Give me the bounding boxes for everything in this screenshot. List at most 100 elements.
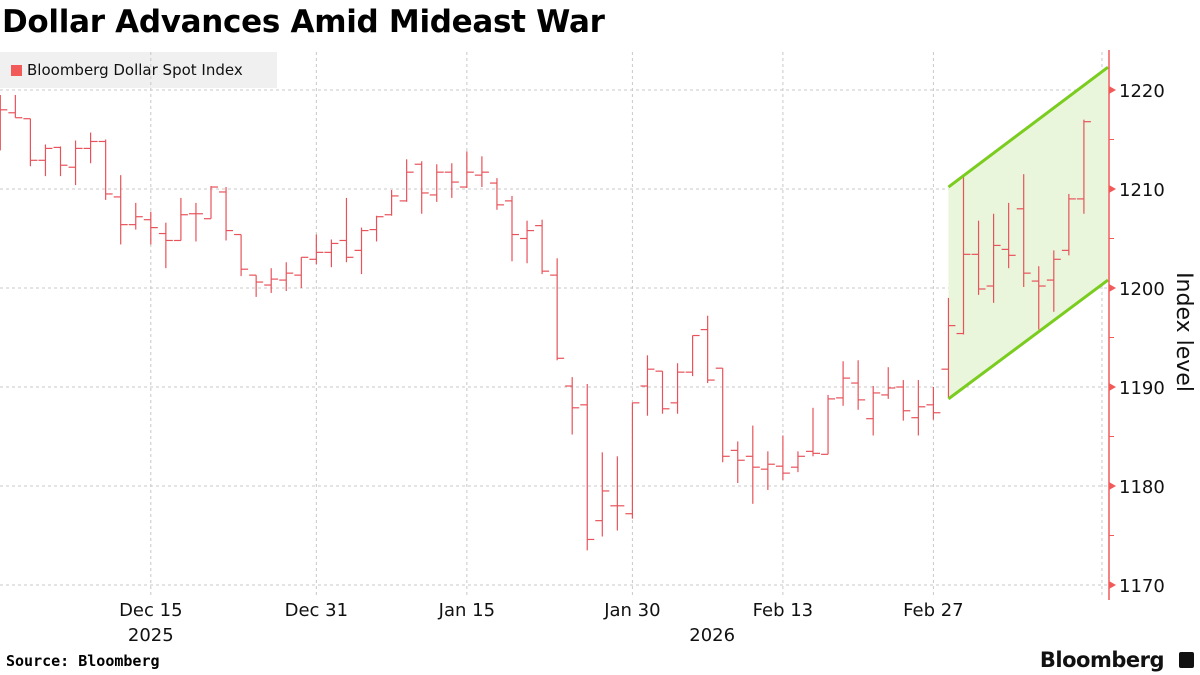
ohlc-bar <box>866 386 881 436</box>
ohlc-bar <box>836 361 851 406</box>
ohlc-bar <box>204 186 218 220</box>
y-tick-label: 1190 <box>1119 378 1165 399</box>
ohlc-bar <box>670 363 685 414</box>
y-axis-label: Index level <box>1171 272 1196 392</box>
ohlc-bar <box>730 441 745 484</box>
ohlc-bar <box>1001 202 1016 269</box>
ohlc-bar <box>685 334 700 377</box>
y-tick-label: 1200 <box>1119 279 1165 300</box>
ohlc-bar <box>700 315 715 384</box>
y-tick-marker <box>1109 581 1116 589</box>
ohlc-bar <box>610 456 625 531</box>
ohlc-bar <box>1061 193 1076 256</box>
ohlc-bar <box>83 132 98 164</box>
y-tick-label: 1220 <box>1119 81 1165 102</box>
source-note: Source: Bloomberg <box>6 652 160 670</box>
legend-swatch <box>11 64 22 76</box>
ohlc-bar <box>790 451 805 473</box>
ohlc-bar <box>881 367 896 399</box>
y-tick-marker <box>1109 86 1116 94</box>
x-tick-label: Dec 31 <box>285 600 348 621</box>
x-tick-label: Dec 15 <box>119 600 182 621</box>
ohlc-bar <box>941 297 956 398</box>
ohlc-bar <box>775 435 790 481</box>
ohlc-bar <box>1016 174 1031 288</box>
ohlc-bar <box>324 239 339 268</box>
ohlc-bar <box>926 387 941 420</box>
ohlc-bar <box>143 211 158 245</box>
ohlc-bar <box>128 202 143 230</box>
ohlc-bar <box>580 384 595 551</box>
ohlc-bar <box>1046 250 1061 312</box>
y-tick-label: 1210 <box>1119 180 1165 201</box>
ohlc-bar <box>38 144 53 177</box>
ohlc-bar <box>505 195 519 262</box>
ohlc-bar <box>640 355 655 416</box>
ohlc-bar <box>535 219 550 275</box>
ohlc-bar <box>173 197 188 242</box>
ohlc-bar <box>655 370 670 414</box>
ohlc-bar <box>459 151 474 189</box>
ohlc-bar <box>339 197 354 263</box>
ohlc-bar <box>715 367 730 463</box>
ohlc-bar <box>68 140 83 186</box>
ohlc-bar <box>474 156 489 188</box>
y-tick-marker <box>1109 284 1116 292</box>
x-tick-label: Jan 30 <box>603 600 660 621</box>
ohlc-bar <box>429 164 444 202</box>
ohlc-bar <box>188 202 203 242</box>
ohlc-bar <box>279 262 294 291</box>
ohlc-bar <box>53 146 68 177</box>
ohlc-bar <box>956 177 971 335</box>
ohlc-bar <box>0 94 8 151</box>
ohlc-bar <box>986 213 1001 303</box>
channel-lower-line <box>947 278 1109 401</box>
ohlc-bar <box>384 189 399 216</box>
y-tick-marker <box>1109 383 1116 391</box>
x-tick-label: Jan 15 <box>438 600 495 621</box>
channel-fill <box>948 67 1108 399</box>
ohlc-bar <box>760 451 775 490</box>
y-tick-label: 1170 <box>1119 576 1165 597</box>
y-tick-label: 1180 <box>1119 477 1165 498</box>
ohlc-bar <box>745 425 760 504</box>
channel-upper-line <box>947 66 1109 189</box>
ohlc-bar <box>8 94 23 119</box>
ohlc-bar <box>971 220 986 295</box>
ohlc-bar <box>595 452 610 537</box>
ohlc-bar <box>98 139 113 200</box>
ohlc-bar <box>896 380 911 421</box>
ohlc-bar <box>249 274 264 297</box>
ohlc-bar <box>113 175 128 245</box>
ohlc-bar <box>369 215 384 242</box>
ohlc-bar <box>444 163 459 198</box>
legend: Bloomberg Dollar Spot Index <box>0 52 277 88</box>
ohlc-bar <box>625 402 640 519</box>
ohlc-bar <box>550 258 565 361</box>
legend-label: Bloomberg Dollar Spot Index <box>27 61 243 79</box>
ohlc-bar <box>219 187 234 241</box>
x-tick-label: Feb 27 <box>903 600 964 621</box>
y-tick-marker <box>1109 482 1116 490</box>
ohlc-bar <box>821 394 836 455</box>
ohlc-bar <box>23 118 38 167</box>
x-year-label: 2026 <box>689 625 735 646</box>
ohlc-bar <box>399 159 414 202</box>
chart-title: Dollar Advances Amid Mideast War <box>2 4 605 40</box>
ohlc-bar <box>1076 119 1091 214</box>
ohlc-bar <box>851 360 866 410</box>
y-tick-marker <box>1109 185 1116 193</box>
ohlc-bar <box>565 377 580 435</box>
ohlc-bar <box>354 227 369 275</box>
x-tick-label: Feb 13 <box>753 600 814 621</box>
ohlc-bar <box>414 161 429 214</box>
x-year-label: 2025 <box>128 625 174 646</box>
ohlc-bar <box>234 233 249 277</box>
bloomberg-logo: Bloomberg <box>1039 648 1165 672</box>
ohlc-bar <box>294 256 309 288</box>
ohlc-bar <box>158 222 173 269</box>
ohlc-bar <box>489 178 504 210</box>
ohlc-bar <box>309 234 324 265</box>
ohlc-bar <box>520 220 535 264</box>
